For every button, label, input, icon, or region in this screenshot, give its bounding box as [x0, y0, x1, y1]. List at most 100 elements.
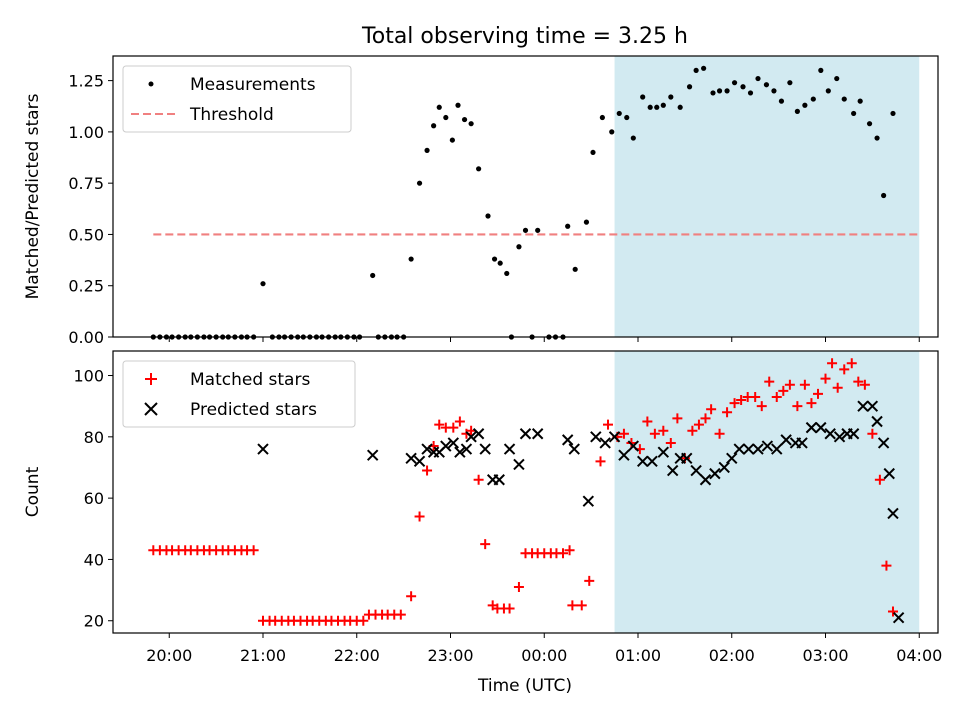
matched-star-point [658, 425, 669, 436]
matched-star-point [414, 511, 425, 522]
count-points [148, 358, 905, 626]
measurement-point [583, 219, 590, 225]
matched-star-point [832, 382, 843, 393]
matched-star-point [700, 413, 711, 424]
predicted-star-point [618, 449, 630, 461]
measurement-point [455, 102, 461, 108]
matched-star-point [839, 364, 850, 375]
y-tick-label: 0.75 [68, 174, 104, 193]
matched-star-point [729, 398, 740, 409]
matched-star-point [771, 391, 782, 402]
measurement-point [701, 65, 707, 71]
matched-star-point [687, 425, 698, 436]
legend-measurements-label: Measurements [190, 75, 316, 95]
matched-star-point [888, 606, 898, 617]
measurement-point [476, 166, 482, 172]
measurement-point [802, 102, 808, 108]
predicted-star-point [877, 437, 890, 449]
predicted-star-point [681, 452, 693, 464]
measurement-point [516, 244, 522, 250]
y-tick-label: 60 [84, 489, 104, 508]
measurement-point [787, 80, 793, 86]
y-tick-label: 100 [73, 367, 104, 386]
measurement-point [851, 110, 857, 117]
top-ylabel: Matched/Predicted stars [23, 93, 43, 299]
top-legend: Measurements Threshold [122, 65, 352, 133]
predicted-star-point [824, 428, 836, 440]
measurement-point [654, 104, 660, 110]
measurement-point [710, 90, 716, 96]
matched-star-point [248, 545, 259, 556]
top-panel: 0.00 0.25 0.50 0.75 1.00 1.25 Matched/Predict… [23, 55, 939, 347]
measurement-point [485, 213, 491, 219]
y-ticks: 0.00 0.25 0.50 0.75 1.00 1.25 [68, 72, 113, 347]
measurement-point [794, 108, 800, 114]
legend-predicted-label: Predicted stars [190, 400, 317, 420]
predicted-star-point [479, 443, 491, 455]
predicted-star-point [709, 467, 721, 480]
matched-star-point [806, 398, 817, 409]
predicted-star-point [742, 443, 755, 455]
measurement-point [693, 67, 699, 73]
matched-star-point [813, 388, 823, 399]
predicted-star-point [780, 434, 792, 446]
measurement-point [834, 75, 840, 82]
predicted-star-point [752, 443, 764, 455]
measurement-point [624, 114, 630, 121]
matched-star-point [778, 385, 789, 396]
shaded-span [614, 351, 920, 633]
predicted-star-point [257, 443, 269, 455]
predicted-star-point [796, 437, 808, 449]
y-tick-label: 0.00 [68, 328, 104, 347]
legend-predicted-marker [144, 402, 158, 416]
matched-star-point [846, 358, 857, 369]
matched-star-point [595, 456, 606, 467]
predicted-star-point [726, 452, 738, 464]
matched-star-point [504, 603, 515, 614]
plot-frame [112, 55, 939, 338]
predicted-star-point [513, 458, 525, 471]
measurement-point [497, 260, 503, 266]
matched-star-point [665, 437, 676, 448]
x-ticks: 20:00 21:00 22:00 23:00 00:00 01:00 02:00 03:00… [146, 633, 942, 665]
legend-matched-marker [145, 373, 157, 385]
measurement-point [818, 67, 824, 73]
measurement-point [825, 88, 831, 94]
measurement-point [640, 94, 646, 100]
y-tick-label: 0.50 [68, 225, 104, 244]
matched-star-point [434, 419, 445, 430]
matched-star-point [874, 474, 885, 485]
x-tick-label: 20:00 [146, 646, 192, 665]
measurement-point [647, 104, 653, 110]
measurement-point [443, 114, 449, 121]
matched-star-point [422, 465, 433, 476]
predicted-star-point [892, 611, 905, 624]
predicted-star-point [608, 431, 621, 443]
y-ticks: 20 40 60 80 100 [73, 367, 113, 631]
measurement-point [370, 272, 376, 279]
measurement-point [572, 266, 578, 272]
matched-star-point [792, 401, 803, 412]
measurement-point [609, 129, 615, 135]
measurement-point [874, 135, 880, 141]
predicted-star-point [866, 400, 879, 412]
measurement-point [747, 90, 754, 96]
predicted-star-point [657, 446, 670, 458]
matched-star-point [706, 404, 717, 415]
predicted-star-point [531, 428, 544, 440]
y-tick-label: 40 [84, 550, 104, 569]
measurement-point [616, 110, 622, 117]
predicted-star-point [493, 474, 505, 486]
matched-star-point [750, 391, 761, 402]
measurement-point [535, 227, 541, 233]
matched-star-point [693, 419, 704, 430]
measurement-point [660, 102, 666, 108]
matched-star-point [799, 379, 810, 390]
measurement-point [424, 147, 430, 153]
bottom-xlabel: Time (UTC) [477, 676, 572, 696]
predicted-star-point [857, 400, 869, 412]
y-tick-label: 1.00 [68, 123, 104, 142]
y-tick-label: 80 [84, 428, 104, 447]
predicted-star-point [666, 464, 679, 477]
